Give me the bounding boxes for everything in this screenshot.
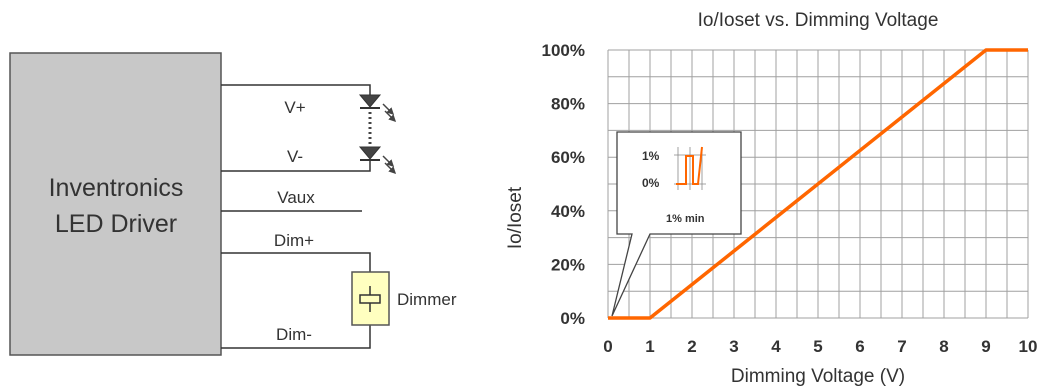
- y-tick-labels: 0% 20% 40% 60% 80% 100%: [542, 41, 585, 328]
- driver-label-line1: Inventronics: [49, 174, 184, 202]
- x-axis-label: Dimming Voltage (V): [731, 366, 905, 387]
- y-tick-label: 0%: [560, 309, 585, 328]
- led-icon: [358, 146, 397, 175]
- x-tick-label: 10: [1019, 337, 1038, 356]
- terminal-vminus-label: V-: [287, 147, 303, 166]
- y-tick-label: 40%: [551, 202, 585, 221]
- x-tick-label: 2: [687, 337, 696, 356]
- x-tick-label: 7: [897, 337, 906, 356]
- callout-tick-0: 0%: [642, 176, 660, 190]
- callout-box: [611, 131, 742, 317]
- slider-knob-icon: [359, 286, 381, 312]
- x-tick-label: 1: [645, 337, 654, 356]
- led-icon: [358, 94, 397, 123]
- dimmer-box: [351, 271, 390, 326]
- series-line: [608, 48, 1028, 320]
- terminal-dimminus-label: Dim-: [276, 325, 312, 344]
- x-tick-label: 0: [603, 337, 612, 356]
- x-tick-label: 5: [813, 337, 822, 356]
- vplus-wire: [221, 84, 371, 95]
- vminus-wire: [221, 160, 371, 172]
- x-tick-label: 4: [771, 337, 781, 356]
- y-axis-label: Io/Ioset: [505, 186, 526, 249]
- y-tick-label: 60%: [551, 148, 585, 167]
- x-tick-label: 6: [855, 337, 864, 356]
- dimming-chart: Io/Ioset vs. Dimming Voltage 0 1 2 3 4 5 6 7 8 9 1…: [505, 10, 1037, 387]
- y-tick-label: 80%: [551, 95, 585, 114]
- terminal-vplus-label: V+: [284, 98, 305, 117]
- series-layer: [608, 48, 1028, 320]
- terminal-vaux-label: Vaux: [277, 188, 315, 207]
- x-tick-label: 9: [981, 337, 990, 356]
- x-tick-label: 8: [939, 337, 948, 356]
- chart-title: Io/Ioset vs. Dimming Voltage: [698, 10, 939, 31]
- dimminus-wire: [221, 325, 371, 349]
- callout-tick-1: 1%: [642, 149, 660, 163]
- driver-label-line2: LED Driver: [55, 210, 177, 238]
- callout-mini-plot: [674, 146, 706, 190]
- y-tick-label: 20%: [551, 255, 585, 274]
- led-driver-box: [9, 52, 222, 356]
- callout-min-label: 1% min: [666, 213, 705, 225]
- dimplus-wire: [221, 252, 371, 272]
- terminal-dimplus-label: Dim+: [274, 231, 314, 250]
- y-tick-label: 100%: [542, 41, 585, 60]
- dimmer-label: Dimmer: [397, 290, 457, 309]
- callout: 1% 0% 1% min: [611, 131, 742, 317]
- wiring-diagram: Inventronics LED Driver: [9, 52, 457, 356]
- x-tick-labels: 0 1 2 3 4 5 6 7 8 9 10: [603, 337, 1037, 356]
- x-tick-label: 3: [729, 337, 738, 356]
